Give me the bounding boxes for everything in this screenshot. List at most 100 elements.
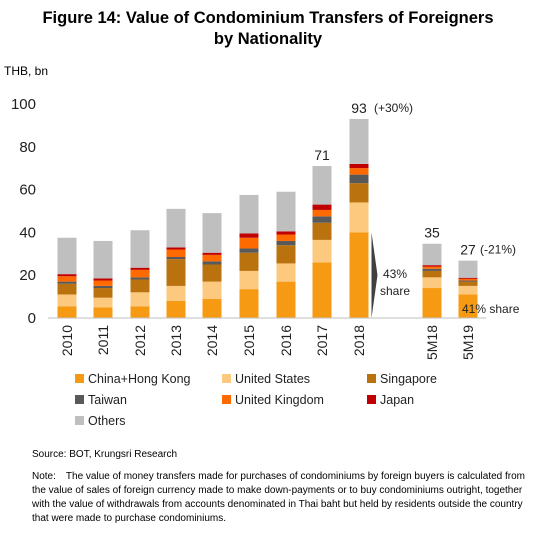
bar-segment	[312, 239, 332, 263]
bar-segment	[130, 269, 150, 278]
x-tick-label: 2014	[204, 325, 220, 356]
bar-segment	[130, 277, 150, 280]
bar-segment	[239, 233, 259, 238]
bar-segment	[276, 191, 296, 232]
legend-label: Taiwan	[88, 393, 127, 407]
bar-segment	[130, 306, 150, 318]
x-tick-label: 2016	[278, 325, 294, 356]
bar-segment	[312, 222, 332, 240]
bar-segment	[130, 267, 150, 270]
bar-segment	[458, 294, 478, 318]
bar-segment	[202, 213, 222, 253]
source-note: Source: BOT, Krungsri Research	[32, 449, 178, 460]
legend-label: China+Hong Kong	[88, 372, 191, 386]
bar-segment	[422, 243, 442, 266]
bar-segment	[93, 278, 113, 281]
bar-segment	[458, 280, 478, 282]
x-tick-label: 2012	[132, 325, 148, 356]
bar-segment	[349, 118, 369, 164]
bar-segment	[57, 294, 77, 307]
bar-segment	[93, 280, 113, 286]
legend-swatch	[222, 374, 231, 383]
bar-segment	[57, 306, 77, 318]
bar-segment	[57, 283, 77, 295]
bar-segment	[130, 292, 150, 307]
legend-swatch	[75, 395, 84, 404]
bar-segment	[93, 297, 113, 308]
bar-segment	[57, 276, 77, 282]
bar-segment	[349, 163, 369, 169]
bar-segment	[166, 208, 186, 248]
bar-segment	[349, 232, 369, 318]
y-tick-label: 60	[19, 182, 36, 199]
bar-segment	[166, 257, 186, 260]
legend-swatch	[222, 395, 231, 404]
bar-segment	[312, 262, 332, 318]
legend-item: United States	[222, 372, 310, 386]
bar-segment	[422, 265, 442, 267]
growth-label-5M19: (-21%)	[480, 243, 516, 257]
x-tick-label: 2017	[314, 325, 330, 356]
legend-swatch	[367, 395, 376, 404]
legend-label: Singapore	[380, 372, 437, 386]
bar-segment	[349, 168, 369, 175]
legend-label: United Kingdom	[235, 393, 324, 407]
bar-segment	[458, 281, 478, 286]
bar-segment	[166, 259, 186, 286]
bar-segment	[93, 285, 113, 289]
chart-title-line1: Figure 14: Value of Condominium Transfer…	[42, 9, 494, 27]
bar-segment	[239, 289, 259, 318]
footnote: Note: The value of money transfers made f…	[32, 470, 528, 526]
total-label-5M18: 35	[424, 225, 440, 241]
chart-title-line2: by Nationality	[213, 30, 323, 48]
total-label-2018: 93	[351, 100, 367, 116]
bar-segment	[312, 204, 332, 210]
bar-segment	[458, 277, 478, 279]
bar-segment	[276, 263, 296, 282]
bar-segment	[422, 266, 442, 269]
bar-segment	[422, 277, 442, 289]
bar-segment	[166, 247, 186, 250]
x-tick-label: 2013	[168, 325, 184, 356]
y-tick-label: 20	[19, 267, 36, 284]
y-tick-label: 40	[19, 224, 36, 241]
bar-segment	[202, 254, 222, 262]
legend-swatch	[75, 416, 84, 425]
chart-title: Figure 14: Value of Condominium Transfer…	[0, 8, 536, 50]
x-tick-label: 2015	[241, 325, 257, 356]
legend-label: Others	[88, 414, 126, 428]
total-label-5M19: 27	[460, 242, 476, 258]
bar-segment	[57, 274, 77, 277]
bar-segment	[239, 194, 259, 234]
bar-segment	[239, 270, 259, 290]
bar-segment	[276, 231, 296, 235]
bar-segment	[276, 240, 296, 246]
legend-item: Others	[75, 414, 126, 428]
bar-segment	[202, 281, 222, 299]
y-tick-label: 100	[11, 96, 36, 113]
bar-segment	[166, 249, 186, 258]
bar-segment	[166, 285, 186, 301]
bar-segment	[458, 260, 478, 278]
share-label-2018-line2: share	[380, 284, 410, 298]
legend-item: Taiwan	[75, 393, 127, 407]
bar-segment	[130, 279, 150, 293]
bar-segment	[93, 240, 113, 279]
bar-segment	[276, 245, 296, 264]
bar-segment	[57, 237, 77, 275]
y-tick-label: 80	[19, 139, 36, 156]
bar-segment	[422, 288, 442, 318]
bar-segment	[349, 202, 369, 233]
bar-segment	[312, 209, 332, 217]
bar-segment	[93, 307, 113, 318]
share-label-5M19: 41% share	[462, 302, 520, 316]
note-text: The value of money transfers made for pu…	[32, 471, 526, 524]
note-label: Note:	[32, 471, 56, 482]
bar-segment	[202, 261, 222, 265]
bar-segment	[57, 281, 77, 284]
legend-label: United States	[235, 372, 310, 386]
bar-segment	[239, 237, 259, 249]
bar-segment	[202, 264, 222, 282]
bar-segment	[276, 281, 296, 318]
bar-segment	[458, 278, 478, 281]
